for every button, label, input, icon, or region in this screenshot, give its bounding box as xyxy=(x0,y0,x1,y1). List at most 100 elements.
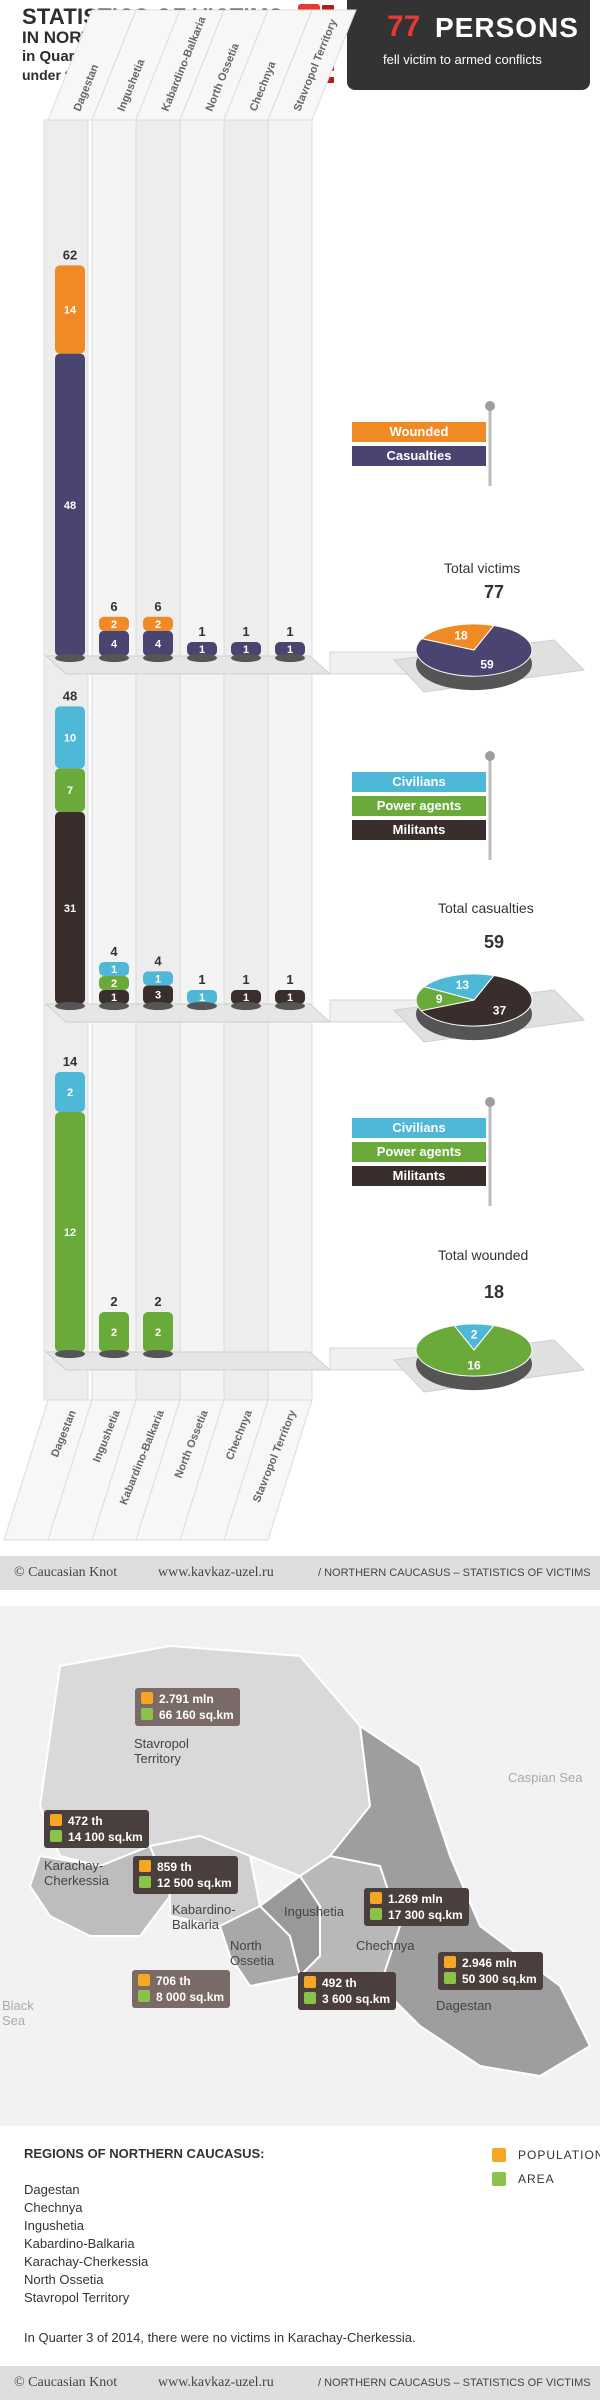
legend-pole-knob xyxy=(485,1097,495,1107)
bar-base xyxy=(231,654,261,662)
area-icon xyxy=(138,1990,150,2002)
legend-wounded: Wounded xyxy=(352,422,486,442)
regions-heading: REGIONS OF NORTHERN CAUCASUS: xyxy=(24,2146,265,2161)
bar-base xyxy=(143,1350,173,1358)
bar xyxy=(99,990,129,1004)
bar xyxy=(55,768,85,812)
legend-civilians-2: Civilians xyxy=(352,1118,486,1138)
label-karachay: Karachay-Cherkessia xyxy=(44,1858,110,1888)
pie-slice xyxy=(420,974,533,1027)
bar-value-label: 31 xyxy=(64,903,76,915)
shelf-floor xyxy=(44,1351,332,1371)
bar xyxy=(187,642,217,656)
region-footer-slant xyxy=(223,1399,313,1541)
bar-total-label: 1 xyxy=(286,624,293,639)
victims-chart: Dagestan Ingushetia Kabardino-BalkariaNort… xyxy=(3,9,586,1541)
bar xyxy=(55,1112,85,1352)
pie-slice xyxy=(415,1324,533,1377)
legend-pole-knob xyxy=(485,751,495,761)
area-icon xyxy=(141,1708,153,1720)
list-item: Dagestan xyxy=(24,2182,80,2197)
bar-base xyxy=(143,654,173,662)
bar-base xyxy=(187,1002,217,1010)
population-legend-icon xyxy=(492,2148,506,2162)
info-box-north-ossetia: 706 th 8 000 sq.km xyxy=(132,1970,231,2008)
column-bg xyxy=(267,119,313,1401)
area-legend-label: AREA xyxy=(518,2172,555,2186)
pie-slice xyxy=(420,623,495,651)
bar-total-label: 4 xyxy=(110,944,118,959)
bar-value-label: 10 xyxy=(64,732,76,744)
column-bg xyxy=(91,119,137,1401)
bar-base xyxy=(55,1350,85,1358)
bar xyxy=(55,1072,85,1112)
bar-total-label: 2 xyxy=(154,1294,161,1309)
pie-title-victims: Total victims xyxy=(444,560,521,576)
bar-value-label: 1 xyxy=(287,992,293,1004)
bar xyxy=(55,353,85,656)
bar-base xyxy=(55,1002,85,1010)
bar xyxy=(143,971,173,986)
pie-slice xyxy=(415,624,533,677)
info-box-chechnya: 1.269 mln 17 300 sq.km xyxy=(364,1888,469,1926)
list-item: Kabardino-Balkaria xyxy=(24,2236,135,2251)
area-icon xyxy=(304,1992,316,2004)
bar-total-label: 4 xyxy=(154,953,162,968)
bar-value-label: 2 xyxy=(155,1327,161,1339)
footer-site-link[interactable]: www.kavkaz-uzel.ru xyxy=(158,1565,274,1580)
footer-site-link-2[interactable]: www.kavkaz-uzel.ru xyxy=(158,2375,274,2390)
bar xyxy=(99,616,129,631)
info-box-kabardino: 859 th 12 500 sq.km xyxy=(133,1856,238,1894)
bar-value-label: 2 xyxy=(111,1327,117,1339)
bar-total-label: 1 xyxy=(198,972,205,987)
bar xyxy=(143,630,173,656)
label-black-sea: Black Sea xyxy=(2,1998,34,2028)
region-header-slant xyxy=(267,9,357,121)
legend-militants-2: Militants xyxy=(352,1166,486,1186)
pie-slice-label: 9 xyxy=(436,992,443,1006)
population-icon xyxy=(50,1814,62,1826)
pie-title-wounded: Total wounded xyxy=(438,1247,529,1263)
pie-title-casualties: Total casualties xyxy=(438,900,534,916)
bar-value-label: 1 xyxy=(243,992,249,1004)
bar-base xyxy=(55,654,85,662)
total-persons-badge: 77 PERSONS fell victim to armed conflict… xyxy=(347,0,590,90)
bar-total-label: 48 xyxy=(63,688,77,703)
footer-section: / NORTHERN CAUCASUS – STATISTICS OF VICT… xyxy=(318,1567,591,1579)
footer-copyright-2: © Caucasian Knot xyxy=(14,2375,118,2390)
pie-total-victims: 77 xyxy=(484,582,505,602)
bar xyxy=(231,642,261,656)
bar xyxy=(99,976,129,990)
info-box-karachay: 472 th 14 100 sq.km xyxy=(44,1810,149,1848)
label-ingushetia: Ingushetia xyxy=(284,1904,344,1919)
column-bg xyxy=(179,119,225,1401)
legend-casualties: Casualties xyxy=(352,446,486,466)
badge-word: PERSONS xyxy=(435,12,579,43)
bar-value-label: 14 xyxy=(64,305,77,317)
pie-slice-label: 37 xyxy=(493,1004,507,1018)
legend-power-agents-2: Power agents xyxy=(352,1142,486,1162)
pie-slice xyxy=(423,973,495,1001)
bar-value-label: 1 xyxy=(287,644,293,656)
bar-total-label: 1 xyxy=(198,624,205,639)
bar-base xyxy=(275,654,305,662)
pie-slice-label: 59 xyxy=(480,658,494,672)
map-area: 2.791 mln 66 160 sq.km Stavropol Territo… xyxy=(0,1606,600,2126)
bar-value-label: 3 xyxy=(155,990,161,1002)
bar-base xyxy=(99,1350,129,1358)
area-icon xyxy=(50,1830,62,1842)
info-box-stavropol: 2.791 mln 66 160 sq.km xyxy=(135,1688,240,1726)
bar-base xyxy=(231,1002,261,1010)
bar xyxy=(231,990,261,1004)
pie-total-wounded: 18 xyxy=(484,1282,505,1302)
info-box-dagestan: 2.946 mln 50 300 sq.km xyxy=(438,1952,543,1990)
list-item: Chechnya xyxy=(24,2200,83,2215)
bar xyxy=(187,990,217,1004)
bar xyxy=(275,642,305,656)
population-icon xyxy=(370,1892,382,1904)
regions-note: In Quarter 3 of 2014, there were no vict… xyxy=(24,2330,416,2345)
footer-copyright: © Caucasian Knot xyxy=(14,1565,118,1580)
bar-value-label: 12 xyxy=(64,1227,76,1239)
pie-slice xyxy=(453,1323,495,1351)
